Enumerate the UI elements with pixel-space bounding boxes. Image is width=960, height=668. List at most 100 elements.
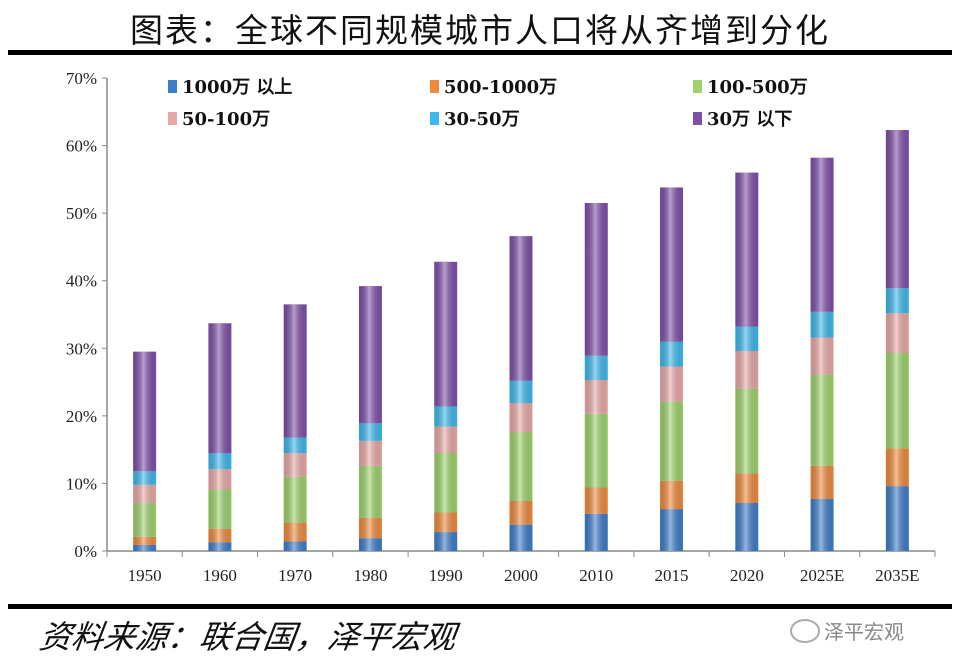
x-tick-label: 1970 bbox=[278, 566, 312, 585]
x-tick-label: 1960 bbox=[203, 566, 237, 585]
top-rule bbox=[8, 50, 952, 55]
bar-segment-shading bbox=[133, 503, 157, 537]
bar-segment-shading bbox=[434, 512, 458, 533]
bar-segment-shading bbox=[885, 130, 909, 289]
bar-segment-shading bbox=[885, 313, 909, 354]
bar-segment-shading bbox=[434, 453, 458, 513]
bar-segment-shading bbox=[885, 448, 909, 487]
bar-segment-shading bbox=[509, 403, 533, 433]
bar-segment-shading bbox=[133, 544, 157, 551]
bar-segment-shading bbox=[509, 524, 533, 551]
bar-segment-shading bbox=[133, 471, 157, 485]
y-tick-label: 40% bbox=[66, 272, 97, 291]
source-note: 资料来源：联合国，泽平宏观 bbox=[37, 618, 459, 656]
bar-segment-shading bbox=[810, 157, 834, 312]
bottom-rule bbox=[8, 604, 952, 609]
x-tick-label: 1950 bbox=[128, 566, 162, 585]
legend-label: 50-100万 bbox=[182, 109, 270, 130]
y-tick-label: 0% bbox=[74, 542, 97, 561]
bar-segment-shading bbox=[735, 350, 759, 389]
bar-segment-shading bbox=[584, 355, 608, 381]
bar-segment-shading bbox=[434, 406, 458, 427]
x-tick-label: 2020 bbox=[730, 566, 764, 585]
bar-segment-shading bbox=[810, 374, 834, 466]
x-tick-label: 1980 bbox=[353, 566, 387, 585]
bar-segment-shading bbox=[810, 337, 834, 375]
bar-segment-shading bbox=[584, 513, 608, 551]
y-tick-label: 50% bbox=[66, 204, 97, 223]
bar-segment-shading bbox=[434, 532, 458, 551]
legend-swatch bbox=[693, 80, 702, 93]
bar-segment-shading bbox=[208, 542, 232, 551]
y-tick-label: 30% bbox=[66, 339, 97, 358]
bar-segment-shading bbox=[133, 536, 157, 545]
bar-segment-shading bbox=[810, 498, 834, 551]
y-tick-label: 10% bbox=[66, 474, 97, 493]
legend-label: 30万 以下 bbox=[707, 109, 792, 130]
y-tick-label: 60% bbox=[66, 137, 97, 156]
axes: 0% 10% 20% 30% 40% 50% 60% 70% 1950 1960 1970 1980 1… bbox=[66, 69, 936, 585]
x-tick-label: 2000 bbox=[504, 566, 538, 585]
watermark: 泽平宏观 bbox=[790, 616, 904, 645]
bar-segment-shading bbox=[509, 432, 533, 501]
bar-segment-shading bbox=[208, 528, 232, 543]
bar-segment-shading bbox=[358, 440, 382, 466]
bar-segment-shading bbox=[735, 503, 759, 551]
bar-segment-shading bbox=[358, 286, 382, 424]
bar-segment-shading bbox=[735, 388, 759, 474]
legend: 1000万 以上 500-1000万 100-500万 50-100万 30-50万 30… bbox=[168, 77, 808, 130]
bar-segment-shading bbox=[509, 236, 533, 381]
legend-label: 100-500万 bbox=[707, 77, 808, 98]
bar-segment-shading bbox=[660, 509, 684, 551]
bar-segment-shading bbox=[208, 489, 232, 529]
x-tick-label: 2025E bbox=[800, 566, 844, 585]
bar-segment-shading bbox=[358, 517, 382, 539]
legend-swatch bbox=[168, 112, 177, 125]
x-tick-label: 2035E bbox=[875, 566, 919, 585]
bar-segment-shading bbox=[509, 380, 533, 404]
bar-segment-shading bbox=[434, 426, 458, 454]
bar-segment-shading bbox=[133, 484, 157, 504]
chart-title: 图表：全球不同规模城市人口将从齐增到分化 bbox=[130, 11, 830, 50]
bar-segment-shading bbox=[660, 341, 684, 367]
bar-segment-shading bbox=[208, 469, 232, 490]
watermark-text: 泽平宏观 bbox=[824, 620, 904, 644]
bar-segment-shading bbox=[735, 473, 759, 504]
bars bbox=[133, 130, 909, 551]
bar-segment-shading bbox=[283, 541, 307, 551]
legend-label: 1000万 以上 bbox=[182, 77, 292, 98]
bar-segment-shading bbox=[660, 187, 684, 342]
bar-segment-shading bbox=[584, 380, 608, 414]
bar-segment-shading bbox=[810, 311, 834, 338]
bar-segment-shading bbox=[584, 487, 608, 514]
bar-segment-shading bbox=[509, 500, 533, 525]
bar-segment-shading bbox=[885, 486, 909, 551]
legend-swatch bbox=[430, 112, 439, 125]
stacked-bar-chart: 0% 10% 20% 30% 40% 50% 60% 70% 1950 1960 1970 1980 1… bbox=[66, 69, 936, 585]
bar-segment-shading bbox=[584, 413, 608, 488]
x-tick-label: 2015 bbox=[655, 566, 689, 585]
x-tick-label: 2010 bbox=[579, 566, 613, 585]
bar-segment-shading bbox=[358, 465, 382, 518]
legend-swatch bbox=[168, 80, 177, 93]
bar-segment-shading bbox=[584, 203, 608, 356]
bar-segment-shading bbox=[660, 480, 684, 510]
legend-label: 30-50万 bbox=[444, 109, 520, 130]
legend-swatch bbox=[430, 80, 439, 93]
bar-segment-shading bbox=[810, 465, 834, 499]
bar-segment-shading bbox=[283, 304, 307, 438]
bar-segment-shading bbox=[660, 401, 684, 481]
bar-segment-shading bbox=[660, 366, 684, 402]
wechat-icon bbox=[790, 618, 820, 643]
bar-segment-shading bbox=[208, 323, 232, 454]
bar-segment-shading bbox=[283, 453, 307, 477]
bar-segment-shading bbox=[735, 326, 759, 351]
y-tick-label: 70% bbox=[66, 69, 97, 88]
bar-segment-shading bbox=[283, 522, 307, 542]
bar-segment-shading bbox=[885, 353, 909, 449]
bar-segment-shading bbox=[358, 423, 382, 441]
bar-segment-shading bbox=[283, 437, 307, 454]
y-tick-label: 20% bbox=[66, 407, 97, 426]
legend-swatch bbox=[693, 112, 702, 125]
bar-segment-shading bbox=[208, 453, 232, 470]
